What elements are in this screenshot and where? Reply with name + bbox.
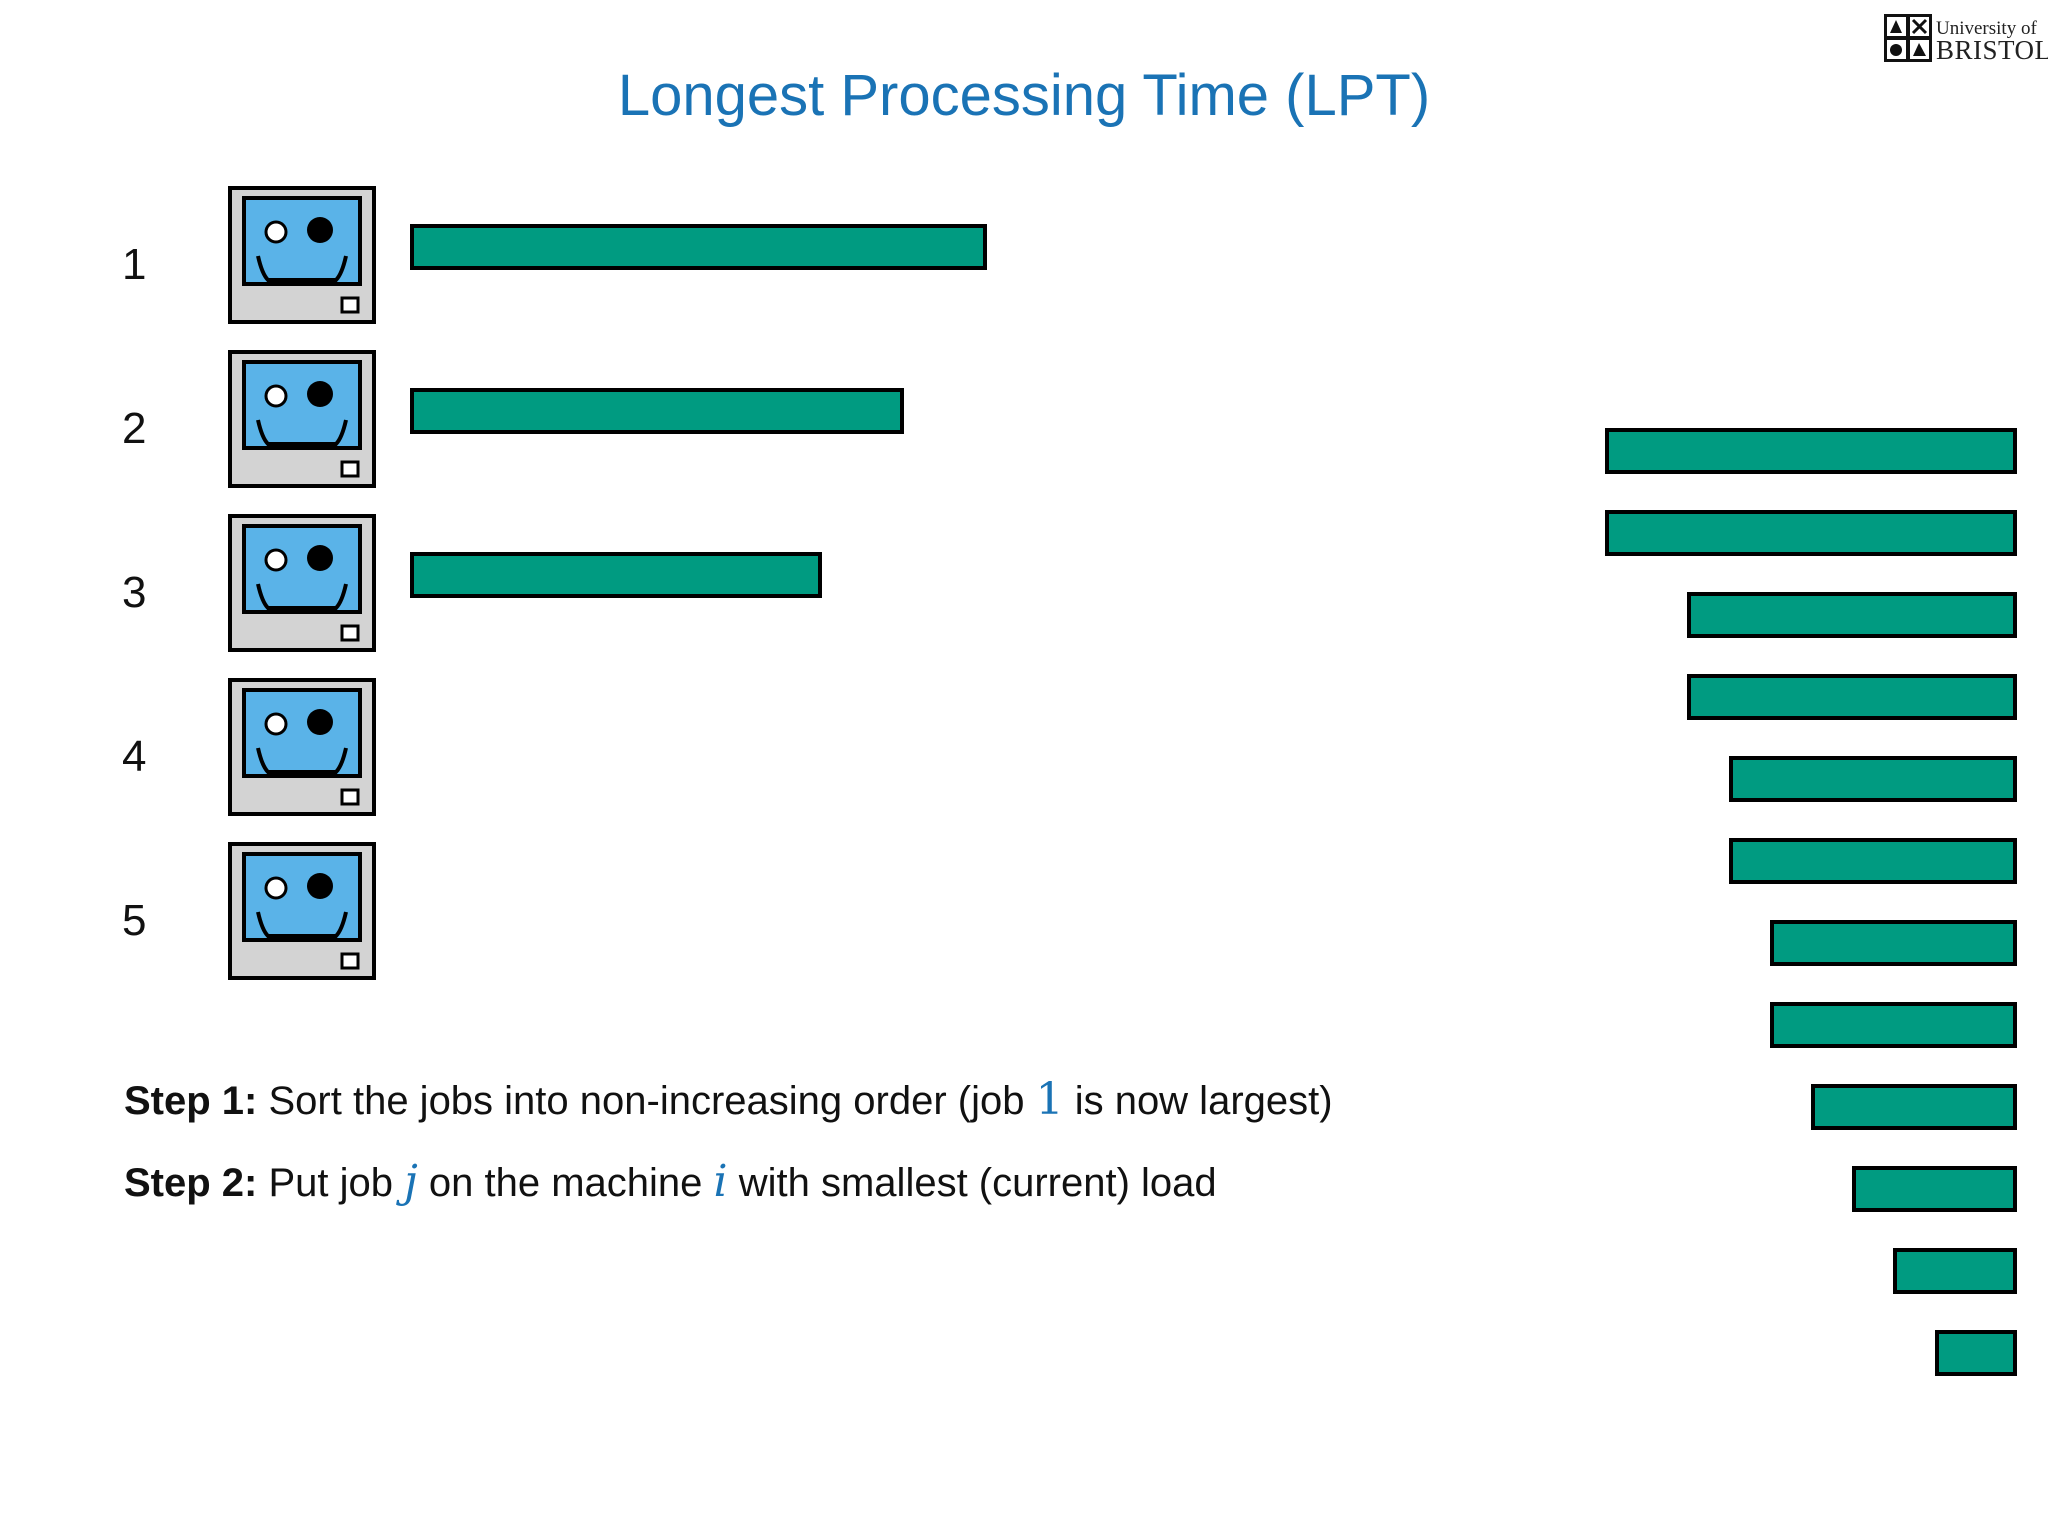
queued-job-bar bbox=[1605, 510, 2017, 556]
step-2-math-j: j bbox=[404, 1156, 418, 1207]
queued-job-bar bbox=[1852, 1166, 2017, 1212]
computer-icon bbox=[228, 186, 376, 324]
machine-label-3: 3 bbox=[122, 568, 147, 617]
step-1-label: Step 1: bbox=[124, 1079, 258, 1123]
computer-icon bbox=[228, 842, 376, 980]
machine-label-2: 2 bbox=[122, 404, 147, 453]
step-2-label: Step 2: bbox=[124, 1161, 258, 1205]
queued-job-bar bbox=[1605, 428, 2017, 474]
step-1-text-a: Sort the jobs into non-increasing order … bbox=[268, 1079, 1036, 1123]
step-1: Step 1: Sort the jobs into non-increasin… bbox=[124, 1074, 1333, 1125]
crest-icon bbox=[1884, 14, 1932, 62]
queued-job-bar bbox=[1687, 674, 2017, 720]
step-2-math-i: i bbox=[713, 1156, 728, 1207]
queued-job-bar bbox=[1935, 1330, 2017, 1376]
logo-line-1: University of bbox=[1936, 18, 2037, 39]
computer-icon bbox=[228, 678, 376, 816]
queued-job-bar bbox=[1729, 756, 2017, 802]
step-2-text-a: Put job bbox=[268, 1161, 405, 1205]
machine-3-job-bar bbox=[410, 552, 822, 598]
queued-job-bar bbox=[1729, 838, 2017, 884]
computer-icon bbox=[228, 514, 376, 652]
step-2-text-c: with smallest (current) load bbox=[727, 1161, 1217, 1205]
logo-line-2: BRISTOL bbox=[1936, 35, 2048, 65]
queued-job-bar bbox=[1770, 920, 2017, 966]
step-1-text-b: is now largest) bbox=[1063, 1079, 1333, 1123]
step-2-text-b: on the machine bbox=[417, 1161, 714, 1205]
machine-label-4: 4 bbox=[122, 732, 147, 781]
queued-job-bar bbox=[1770, 1002, 2017, 1048]
step-1-math: 1 bbox=[1035, 1074, 1064, 1125]
computer-icon bbox=[228, 350, 376, 488]
machine-label-5: 5 bbox=[122, 896, 147, 945]
machine-1-job-bar bbox=[410, 224, 987, 270]
queued-job-bar bbox=[1811, 1084, 2017, 1130]
queued-job-bar bbox=[1687, 592, 2017, 638]
machine-label-1: 1 bbox=[122, 240, 147, 289]
queued-job-bar bbox=[1893, 1248, 2017, 1294]
machine-2-job-bar bbox=[410, 388, 904, 434]
step-2: Step 2: Put job j on the machine i with … bbox=[124, 1156, 1217, 1207]
slide-title: Longest Processing Time (LPT) bbox=[617, 63, 1431, 128]
university-logo: University of BRISTOL bbox=[1884, 14, 2048, 66]
